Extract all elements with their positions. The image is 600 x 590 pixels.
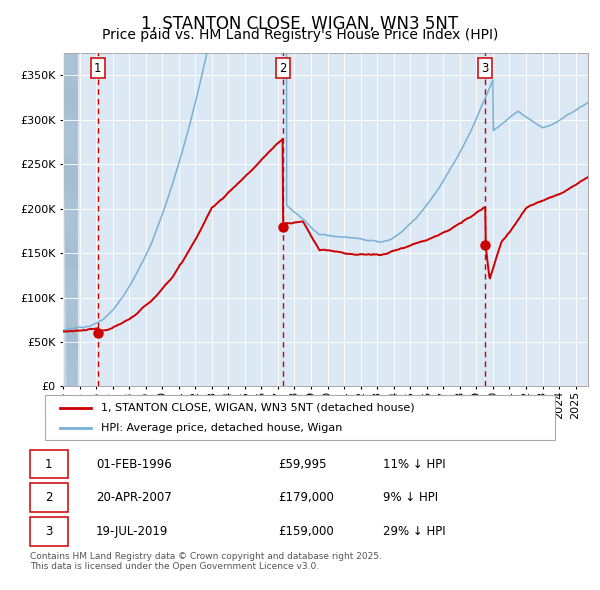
FancyBboxPatch shape — [29, 517, 68, 546]
Text: 9% ↓ HPI: 9% ↓ HPI — [383, 490, 438, 504]
Text: 2: 2 — [279, 61, 287, 74]
Text: Price paid vs. HM Land Registry's House Price Index (HPI): Price paid vs. HM Land Registry's House … — [102, 28, 498, 42]
Text: £59,995: £59,995 — [278, 457, 326, 471]
Text: 3: 3 — [45, 525, 53, 537]
Text: 1, STANTON CLOSE, WIGAN, WN3 5NT: 1, STANTON CLOSE, WIGAN, WN3 5NT — [142, 15, 458, 33]
Text: 19-JUL-2019: 19-JUL-2019 — [96, 525, 168, 537]
FancyBboxPatch shape — [45, 395, 555, 440]
Bar — [78, 53, 588, 386]
Text: £179,000: £179,000 — [278, 490, 334, 504]
FancyBboxPatch shape — [29, 450, 68, 478]
Text: 3: 3 — [482, 61, 489, 74]
Text: 1, STANTON CLOSE, WIGAN, WN3 5NT (detached house): 1, STANTON CLOSE, WIGAN, WN3 5NT (detach… — [101, 403, 415, 412]
Text: 01-FEB-1996: 01-FEB-1996 — [96, 457, 172, 471]
Text: Contains HM Land Registry data © Crown copyright and database right 2025.
This d: Contains HM Land Registry data © Crown c… — [30, 552, 382, 571]
Bar — [63, 53, 78, 386]
FancyBboxPatch shape — [29, 483, 68, 512]
Text: 20-APR-2007: 20-APR-2007 — [96, 490, 172, 504]
Text: 2: 2 — [45, 490, 53, 504]
Text: 29% ↓ HPI: 29% ↓ HPI — [383, 525, 445, 537]
Text: 1: 1 — [45, 457, 53, 471]
Text: HPI: Average price, detached house, Wigan: HPI: Average price, detached house, Wiga… — [101, 424, 343, 434]
Text: 11% ↓ HPI: 11% ↓ HPI — [383, 457, 445, 471]
Text: 1: 1 — [94, 61, 101, 74]
Text: £159,000: £159,000 — [278, 525, 334, 537]
